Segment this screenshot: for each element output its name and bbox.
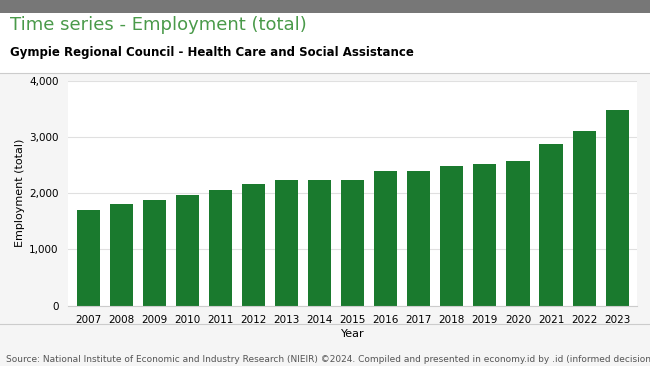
- Bar: [341, 180, 364, 306]
- Y-axis label: Employment (total): Employment (total): [15, 139, 25, 247]
- Bar: [573, 131, 595, 306]
- Bar: [473, 164, 497, 306]
- Bar: [110, 204, 133, 306]
- Bar: [275, 180, 298, 306]
- Bar: [440, 166, 463, 306]
- Bar: [209, 190, 232, 306]
- Bar: [540, 143, 563, 306]
- Bar: [506, 161, 530, 306]
- Bar: [176, 195, 199, 306]
- Bar: [308, 180, 331, 306]
- Bar: [242, 184, 265, 306]
- Bar: [606, 110, 629, 306]
- X-axis label: Year: Year: [341, 329, 365, 340]
- Text: Gympie Regional Council - Health Care and Social Assistance: Gympie Regional Council - Health Care an…: [10, 46, 413, 59]
- Bar: [374, 171, 397, 306]
- Text: expo: expo: [625, 22, 649, 32]
- Bar: [407, 171, 430, 306]
- Bar: [142, 200, 166, 306]
- Text: Time series - Employment (total): Time series - Employment (total): [10, 16, 307, 34]
- Bar: [77, 210, 99, 306]
- Text: Source: National Institute of Economic and Industry Research (NIEIR) ©2024. Comp: Source: National Institute of Economic a…: [6, 355, 650, 364]
